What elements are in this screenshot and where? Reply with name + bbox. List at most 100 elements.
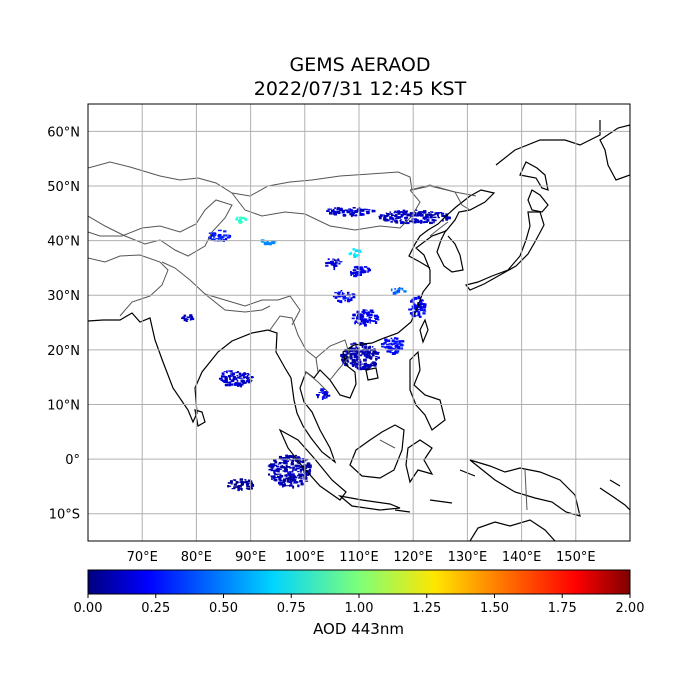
coastline-new-guinea [469,459,581,517]
aod-pixel [288,476,292,479]
aod-pixel [390,337,393,339]
aod-pixel [287,472,289,475]
aod-pixel [321,396,325,398]
aod-pixel [360,271,365,274]
aod-pixel [231,482,233,485]
aod-pixel [424,216,428,219]
aod-pixel [366,364,370,367]
lon-tick-label: 130°E [448,550,488,565]
aod-pixel [368,356,373,359]
aod-pixel [289,471,292,474]
aod-pixel [423,210,427,213]
aod-pixel [238,487,242,490]
aod-pixel [321,393,325,395]
coastline-borneo [349,424,405,479]
aod-pixel [353,359,356,363]
aod-pixel [360,318,363,321]
aod-pixel [405,222,410,225]
aod-pixel [431,219,434,222]
aod-pixel [431,211,434,213]
aod-pixel [414,307,417,310]
aod-pixel [360,342,364,344]
aod-pixel [399,343,404,347]
aod-pixel [213,236,216,238]
aod-pixel [285,460,288,463]
aod-pixel [394,210,397,213]
aod-pixel [294,476,298,479]
aod-pixel [293,481,298,484]
aod-pixel [358,366,361,370]
aod-pixel [367,346,370,349]
colorbar: 0.00 0.25 0.50 0.75 1.00 1.25 1.50 1.75 2.00 [74,569,644,616]
aod-pixel [353,254,355,256]
aod-pixel [223,234,227,237]
aod-pixel [395,221,399,224]
aod-pixel [396,210,399,214]
aod-pixel [347,297,350,300]
aod-pixel [346,297,350,299]
aod-pixel [271,241,276,245]
aod-pixel [363,358,367,362]
aod-pixel [228,383,232,387]
aod-pixel [316,394,320,396]
aod-pixel [246,375,249,377]
aod-pixel [266,240,269,242]
coastline-asia [88,189,496,464]
aod-pixel [249,376,254,378]
aod-pixel [308,472,311,475]
aod-pixel [352,248,355,251]
aod-pixel [416,215,420,217]
aod-pixel [358,273,362,276]
aod-pixel [394,341,397,343]
aod-pixel [356,208,360,211]
aod-pixel [422,216,426,220]
aod-pixel [355,358,359,360]
border-china-korea [429,221,449,237]
aod-pixel [375,359,377,361]
aod-pixel [411,308,414,310]
aod-pixel [238,219,242,223]
aod-pixel [225,380,228,383]
colorbar-tick-label: 0.00 [74,601,103,616]
aod-pixel [234,378,238,380]
aod-pixel [386,339,391,343]
aod-pixel [349,354,353,357]
aod-pixel [334,207,337,209]
aod-pixel [422,221,426,223]
aod-pixel [283,478,286,481]
aod-pixel [395,337,399,340]
aod-pixel [353,274,358,278]
aod-pixel [361,367,366,370]
aod-pixel [223,381,227,383]
aod-pixel [424,217,427,220]
aod-pixel [330,209,334,213]
aod-pixel [424,220,428,223]
aod-pixel [417,295,420,297]
aod-pixel [339,207,343,210]
aod-pixel [288,471,291,473]
aod-pixel [395,348,399,351]
aod-pixel [360,344,364,346]
aod-pixel [383,216,387,220]
aod-pixel [235,377,238,380]
aod-pixel [233,483,237,486]
aod-pixel [329,211,333,215]
lat-tick-label: 0° [65,453,80,468]
aod-pixel [263,242,268,245]
aod-pixel [335,262,338,264]
aod-pixel [326,261,330,264]
aod-pixel [356,351,360,354]
aod-pixel [291,470,294,473]
aod-pixel [348,208,352,210]
aod-pixel [394,342,398,345]
aod-pixel [346,210,351,213]
aod-pixel [359,315,364,319]
aod-pixel [426,218,430,222]
aod-pixel [359,209,362,212]
aod-pixel [351,214,353,218]
aod-pixel [399,288,402,290]
aod-pixel [297,484,300,488]
aod-pixel [282,457,286,459]
aod-pixel [224,237,228,241]
